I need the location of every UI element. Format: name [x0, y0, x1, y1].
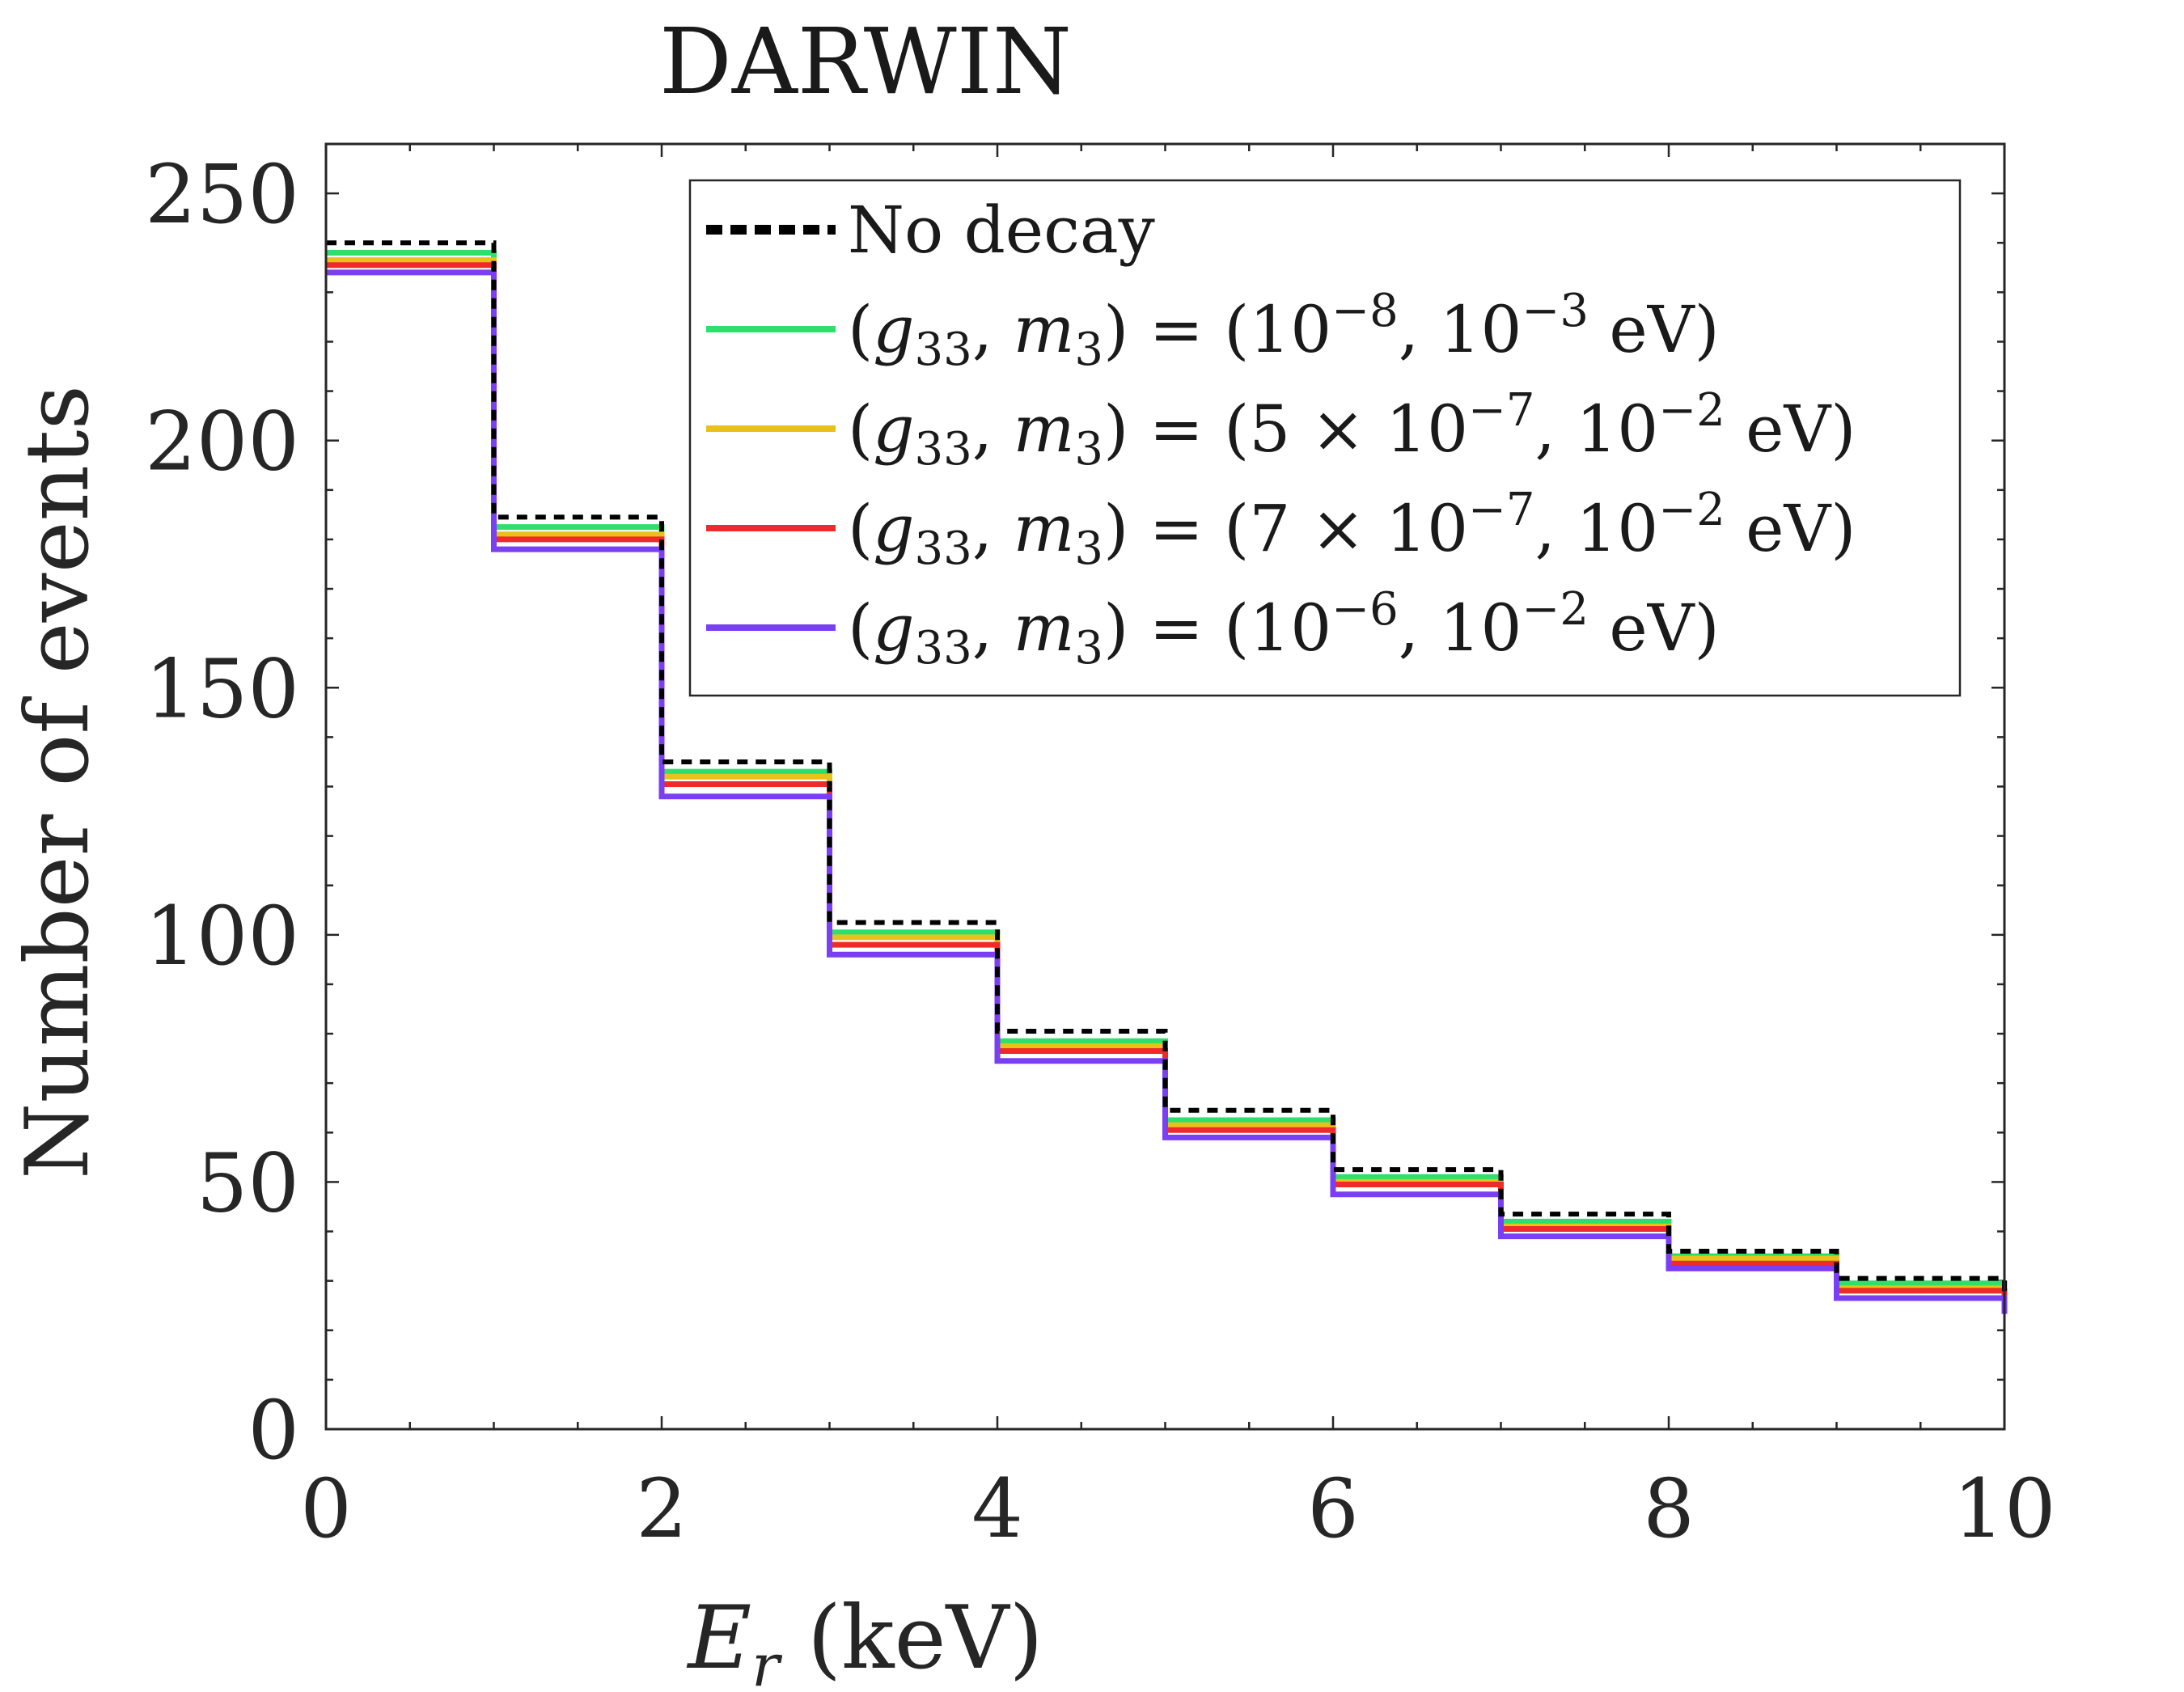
legend-text-part: g: [873, 491, 914, 566]
legend-text-part: −7: [1468, 384, 1535, 437]
legend-text-part: m: [1014, 391, 1075, 467]
plot-series: [326, 240, 2008, 1314]
legend-text-part: eV): [1589, 292, 1720, 367]
legend-entry-1: (g33, m3) = (10−8, 10−3 eV): [848, 285, 1720, 376]
x-axis-label-symbol: E: [686, 1588, 751, 1689]
chart-title: DARWIN: [659, 10, 1072, 115]
legend-text-part: −2: [1658, 384, 1725, 437]
legend-text-part: eV): [1725, 391, 1856, 467]
plot-area-frame: [324, 142, 2006, 1431]
legend-text-part: 3: [1074, 522, 1103, 575]
legend-text-part: ) = (5 × 10: [1103, 391, 1468, 467]
legend-box: [688, 179, 1962, 697]
legend-text-part: m: [1014, 491, 1075, 566]
legend-text-part: ,: [972, 590, 1014, 666]
y-tick-label: 0: [248, 1383, 299, 1478]
legend-text-part: eV): [1725, 491, 1856, 566]
legend-entry-4: (g33, m3) = (10−6, 10−2 eV): [848, 583, 1720, 675]
legend-text-part: ) = (7 × 10: [1103, 491, 1468, 566]
legend-text-part: g: [873, 590, 914, 666]
series-line-0: [326, 240, 2007, 1296]
legend-text-part: , 10: [1535, 491, 1659, 566]
legend-text-part: ) = (10: [1103, 590, 1331, 666]
legend-text-part: (: [848, 491, 873, 566]
legend-text-part: 33: [914, 324, 971, 376]
legend-text-part: eV): [1589, 590, 1720, 666]
y-tick-label: 150: [145, 641, 299, 736]
legend-text-part: m: [1014, 292, 1075, 367]
y-axis-label: Number of events: [7, 385, 108, 1179]
legend-text-part: 33: [914, 522, 971, 575]
legend-text-part: m: [1014, 590, 1075, 666]
legend: No decay(g33, m3) = (10−8, 10−3 eV)(g33,…: [688, 179, 1962, 697]
legend-text-part: ,: [972, 391, 1014, 467]
series-line-4: [326, 269, 2008, 1314]
legend-text-part: , 10: [1535, 391, 1659, 467]
x-tick-label: 10: [1953, 1461, 2055, 1556]
legend-text-part: g: [873, 391, 914, 467]
legend-text-part: 3: [1074, 622, 1103, 675]
legend-text-part: −8: [1331, 285, 1399, 337]
x-tick-label: 6: [1307, 1461, 1359, 1556]
x-axis-label-unit: (keV): [780, 1588, 1043, 1689]
legend-text-part: No decay: [848, 192, 1155, 268]
y-tick-label: 50: [197, 1136, 299, 1230]
x-axis-label-subscript: r: [751, 1631, 782, 1692]
legend-text-part: 33: [914, 423, 971, 476]
legend-entry-0: No decay: [848, 192, 1155, 268]
legend-text-part: −6: [1331, 583, 1399, 636]
x-tick-label: 0: [300, 1461, 352, 1556]
legend-text-part: g: [873, 292, 914, 367]
x-tick-label: 2: [636, 1461, 688, 1556]
x-tick-label: 4: [971, 1461, 1023, 1556]
legend-text-part: (: [848, 590, 873, 666]
legend-text-part: 3: [1074, 423, 1103, 476]
legend-text-part: −2: [1658, 484, 1725, 536]
legend-text-part: (: [848, 292, 873, 367]
legend-text-part: 33: [914, 622, 971, 675]
legend-entry-3: (g33, m3) = (7 × 10−7, 10−2 eV): [848, 484, 1856, 575]
legend-text-part: ,: [972, 292, 1014, 367]
y-tick-label: 100: [145, 889, 299, 983]
legend-text-part: −2: [1522, 583, 1589, 636]
legend-text-part: ,: [972, 491, 1014, 566]
legend-text-part: −7: [1468, 484, 1535, 536]
legend-text-part: 3: [1074, 324, 1103, 376]
y-tick-label: 250: [145, 147, 299, 242]
x-tick-label: 8: [1643, 1461, 1695, 1556]
legend-entry-2: (g33, m3) = (5 × 10−7, 10−2 eV): [848, 384, 1856, 476]
legend-text-part: −3: [1522, 285, 1589, 337]
legend-text-part: (: [848, 391, 873, 467]
x-axis-label: Er (keV): [686, 1588, 1043, 1692]
y-tick-label: 200: [145, 395, 299, 489]
legend-text-part: , 10: [1399, 292, 1522, 367]
legend-text-part: , 10: [1399, 590, 1522, 666]
legend-text-part: ) = (10: [1103, 292, 1331, 367]
